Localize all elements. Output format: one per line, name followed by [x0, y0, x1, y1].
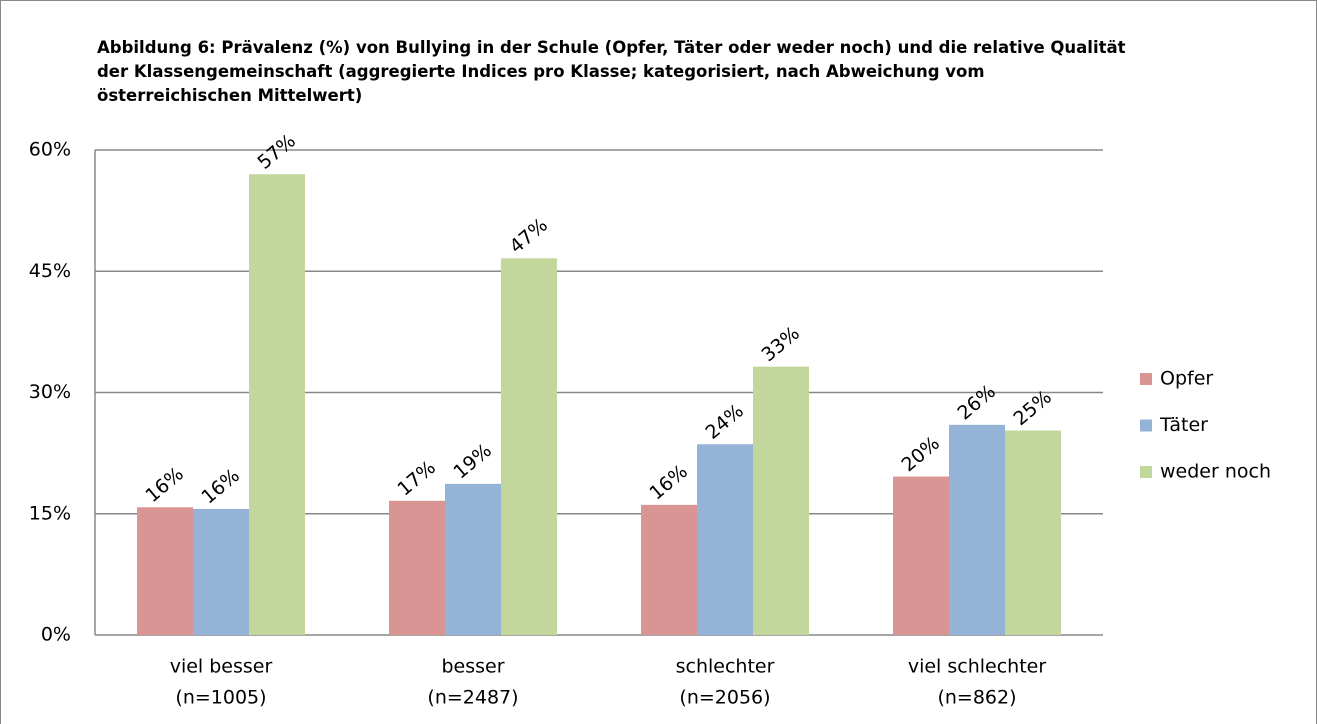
- bar: [249, 174, 305, 635]
- bar: [893, 476, 949, 635]
- bar: [949, 424, 1005, 635]
- x-tick-label: schlechter: [676, 656, 775, 678]
- bar: [697, 444, 753, 635]
- x-tick-label: besser: [441, 656, 504, 678]
- bar: [193, 508, 249, 635]
- x-tick-label: viel besser: [170, 656, 273, 678]
- value-label: 20%: [897, 432, 943, 476]
- y-tick-label: 15%: [29, 502, 71, 524]
- bar: [501, 258, 557, 635]
- y-tick-label: 30%: [29, 381, 71, 403]
- x-tick-label: viel schlechter: [908, 656, 1047, 678]
- bar: [389, 500, 445, 635]
- bar: [445, 483, 501, 635]
- legend-label: Opfer: [1160, 368, 1213, 390]
- bar: [753, 366, 809, 635]
- x-tick-label: (n=2056): [679, 687, 770, 709]
- bar: [1005, 430, 1061, 635]
- value-label: 24%: [701, 400, 747, 444]
- legend-swatch: [1140, 373, 1152, 385]
- value-label: 57%: [253, 130, 299, 174]
- y-tick-label: 60%: [29, 139, 71, 161]
- value-label: 16%: [197, 465, 243, 509]
- legend-swatch: [1140, 466, 1152, 478]
- value-label: 16%: [645, 460, 691, 504]
- legend-label: Täter: [1159, 414, 1208, 436]
- legend-label: weder noch: [1160, 461, 1271, 483]
- x-tick-label: (n=2487): [427, 687, 518, 709]
- x-tick-label: (n=862): [937, 687, 1016, 709]
- value-label: 17%: [393, 456, 439, 500]
- value-label: 19%: [449, 439, 495, 483]
- value-label: 47%: [505, 214, 551, 258]
- x-tick-label: (n=1005): [175, 687, 266, 709]
- value-label: 33%: [757, 322, 803, 366]
- y-tick-label: 0%: [41, 624, 71, 646]
- value-label: 26%: [953, 380, 999, 424]
- bar: [641, 504, 697, 635]
- value-label: 16%: [141, 463, 187, 507]
- bar: [137, 507, 193, 635]
- legend-swatch: [1140, 419, 1152, 432]
- chart-title: Abbildung 6: Prävalenz (%) von Bullying …: [97, 38, 1126, 105]
- y-tick-label: 45%: [29, 260, 71, 282]
